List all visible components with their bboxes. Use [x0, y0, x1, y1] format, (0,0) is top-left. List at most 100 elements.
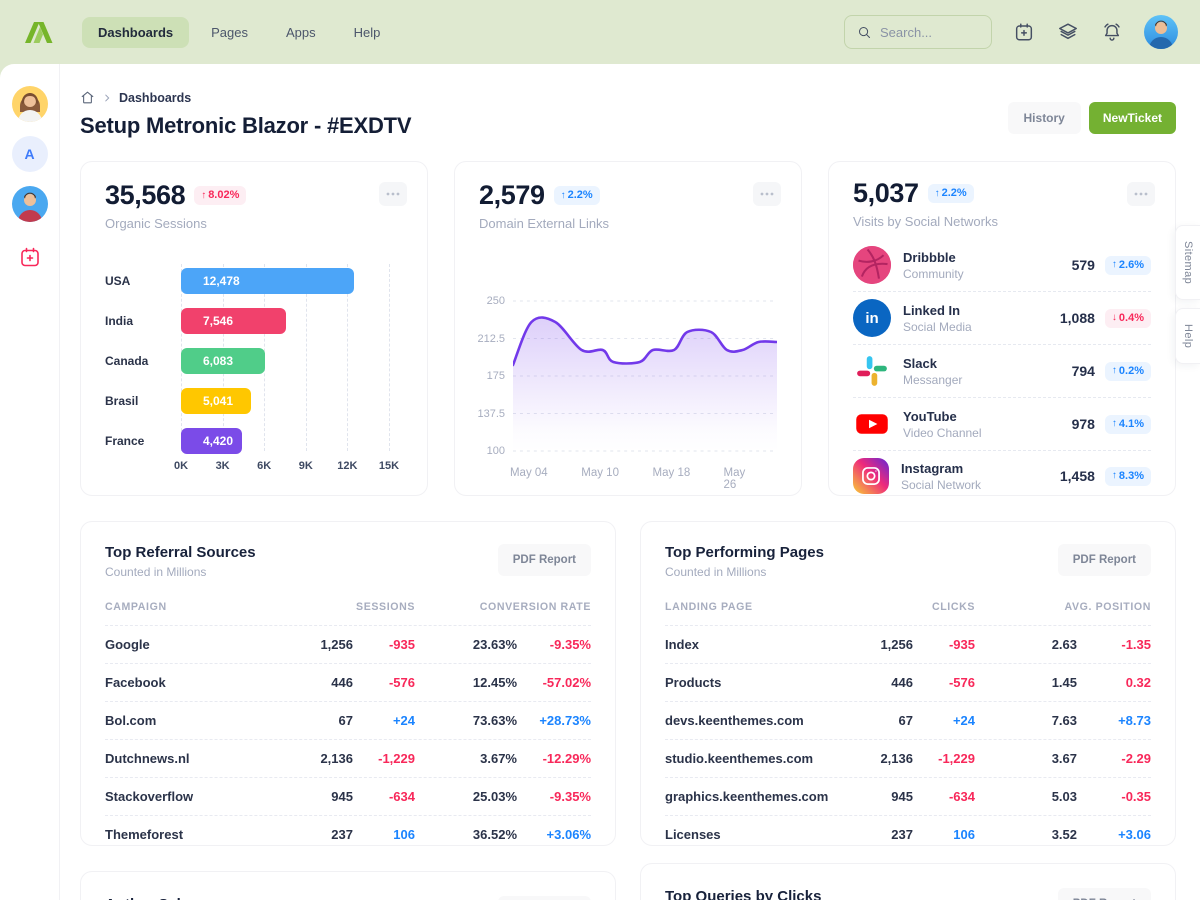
social-row-youtube: YouTube Video Channel 978 ↑ 4.1%: [853, 397, 1151, 450]
row-name: devs.keenthemes.com: [665, 713, 804, 728]
card-menu-button[interactable]: [753, 182, 781, 206]
help-tab[interactable]: Help: [1175, 308, 1200, 365]
social-network-subtitle: Social Network: [901, 477, 982, 492]
pdf-report-button[interactable]: PDF Report: [1057, 544, 1151, 576]
arrow-up-icon: ↑: [1111, 470, 1117, 481]
search-box[interactable]: [844, 15, 992, 49]
chevron-right-icon: [102, 93, 112, 103]
delta-cell: -576: [388, 675, 415, 690]
nav-item-apps[interactable]: Apps: [286, 24, 316, 40]
pdf-report-button[interactable]: PDF Report: [497, 544, 591, 576]
value-cell: 3.67: [1051, 751, 1077, 766]
organic-sessions-card: 35,568 ↑ 8.02% Organic Sessions USA 12,478…: [80, 161, 428, 496]
bar-x-axis: 0K 3K 6K 9K 12K 15K: [174, 460, 399, 475]
letter-avatar[interactable]: A: [11, 136, 48, 172]
table-body: Index 1,256 -935 2.63 -1.35 Products 446 -576 1.…: [665, 625, 1151, 853]
man-avatar[interactable]: [11, 186, 48, 222]
arrow-up-icon: ↑: [1111, 418, 1117, 429]
organic-bar-chart: USA 12,478 India 7,546 Canada 6,083 Brasil 5,04…: [105, 264, 403, 475]
nav-item-pages[interactable]: Pages: [211, 24, 249, 40]
social-texts: YouTube Video Channel: [903, 409, 982, 440]
value-cell: 3.52: [1051, 827, 1077, 842]
value-cell: 7.63: [1051, 713, 1077, 728]
table-row: Facebook 446 -576 12.45% -57.02%: [105, 663, 591, 701]
social-delta-value: 4.1%: [1118, 417, 1144, 430]
row-name: Index: [665, 637, 699, 652]
instagram-icon: [853, 458, 889, 494]
area-y-tick: 137.5: [477, 407, 505, 420]
side-tabs: Sitemap Help: [1175, 225, 1200, 365]
search-input[interactable]: [880, 24, 979, 40]
bar-track: 4,420: [181, 428, 389, 454]
table-row: Bol.com 67 +24 73.63% +28.73%: [105, 701, 591, 739]
linkedin-icon: in: [853, 299, 891, 337]
pages-title: Top Performing Pages: [665, 544, 824, 561]
woman-avatar[interactable]: [11, 86, 48, 122]
bar-x-tick: 6K: [257, 460, 272, 472]
pages-subtitle: Counted in Millions: [665, 565, 767, 579]
social-network-subtitle: Messanger: [903, 372, 963, 387]
social-delta-value: 2.6%: [1118, 258, 1144, 271]
social-delta-value: 8.3%: [1118, 469, 1144, 482]
col-header: Landing Page: [665, 601, 753, 613]
social-visits-count: 579: [1071, 257, 1095, 273]
metronic-logo-icon[interactable]: [22, 17, 56, 47]
social-row-slack: Slack Messanger 794 ↑ 0.2%: [853, 344, 1151, 397]
new-ticket-button[interactable]: NewTicket: [1088, 102, 1176, 134]
bar-track: 7,546: [181, 308, 389, 334]
table-body: Google 1,256 -935 23.63% -9.35% Facebook 446 -5…: [105, 625, 591, 853]
author-sales-title: Author Sales: [105, 896, 198, 900]
gridline: [389, 264, 390, 451]
value-cell: 945: [891, 789, 913, 804]
bar-value-label: 6,083: [203, 354, 234, 368]
bar-x-tick: 15K: [378, 460, 400, 472]
card-menu-button[interactable]: [1127, 182, 1155, 206]
card-menu-button[interactable]: [379, 182, 407, 206]
pdf-report-button[interactable]: PDF Report: [497, 896, 591, 900]
calendar-add-red-icon[interactable]: [15, 242, 45, 272]
value-cell: 1.45: [1051, 675, 1077, 690]
calendar-add-icon[interactable]: [1012, 20, 1036, 44]
organic-sessions-value: 35,568: [105, 180, 186, 210]
delta-cell: -634: [388, 789, 415, 804]
table-row: Dutchnews.nl 2,136 -1,229 3.67% -12.29%: [105, 739, 591, 777]
pages-table: Landing Page Clicks Avg. Position Index 1,25…: [665, 601, 1151, 853]
social-visits-label: Visits by Social Networks: [853, 214, 998, 229]
domain-links-value: 2,579: [479, 180, 545, 210]
pdf-report-button[interactable]: PDF Report: [1057, 888, 1151, 900]
topbar: Dashboards Pages Apps Help: [0, 0, 1200, 64]
domain-links-area-chart: 250 212.5 175 137.5 100 May 04 May 10 May 18 Ma…: [477, 293, 777, 491]
nav-item-help[interactable]: Help: [353, 24, 381, 40]
bar-row-india: India 7,546: [105, 308, 403, 334]
bar-value-label: 5,041: [203, 394, 234, 408]
bottom-grid: Author Sales PDF Report Top Queries by C…: [80, 863, 1176, 900]
social-visits-count: 1,458: [1059, 468, 1095, 484]
social-texts: Linked In Social Media: [903, 303, 972, 334]
bell-icon[interactable]: [1100, 20, 1124, 44]
home-icon[interactable]: [80, 90, 95, 105]
delta-cell: -576: [948, 675, 975, 690]
delta-cell: -0.35: [1121, 789, 1151, 804]
social-network-subtitle: Video Channel: [903, 425, 982, 440]
layers-icon[interactable]: [1056, 20, 1080, 44]
social-delta-badge: ↑ 2.6%: [1104, 255, 1151, 275]
domain-links-label: Domain External Links: [479, 216, 610, 231]
breadcrumb-item-dashboards[interactable]: Dashboards: [119, 90, 192, 105]
social-delta-value: 0.4%: [1118, 311, 1144, 324]
arrow-down-icon: ↓: [1111, 312, 1117, 323]
area-y-axis: 250 212.5 175 137.5 100: [477, 293, 513, 463]
bar-category-label: Canada: [105, 354, 149, 368]
user-avatar[interactable]: [1144, 15, 1178, 49]
bar-x-tick: 3K: [215, 460, 230, 472]
sitemap-tab[interactable]: Sitemap: [1175, 225, 1200, 301]
history-button[interactable]: History: [1007, 102, 1081, 134]
row-name: Google: [105, 637, 150, 652]
social-row-linkedin: in Linked In Social Media 1,088 ↓ 0.4%: [853, 291, 1151, 344]
col-header: Campaign: [105, 601, 167, 613]
table-header-row: Landing Page Clicks Avg. Position: [665, 601, 1151, 625]
value-cell: 73.63%: [472, 713, 517, 728]
nav-item-dashboards[interactable]: Dashboards: [82, 16, 190, 48]
social-delta-badge: ↑ 0.2%: [1104, 361, 1151, 381]
referral-title: Top Referral Sources: [105, 544, 256, 561]
